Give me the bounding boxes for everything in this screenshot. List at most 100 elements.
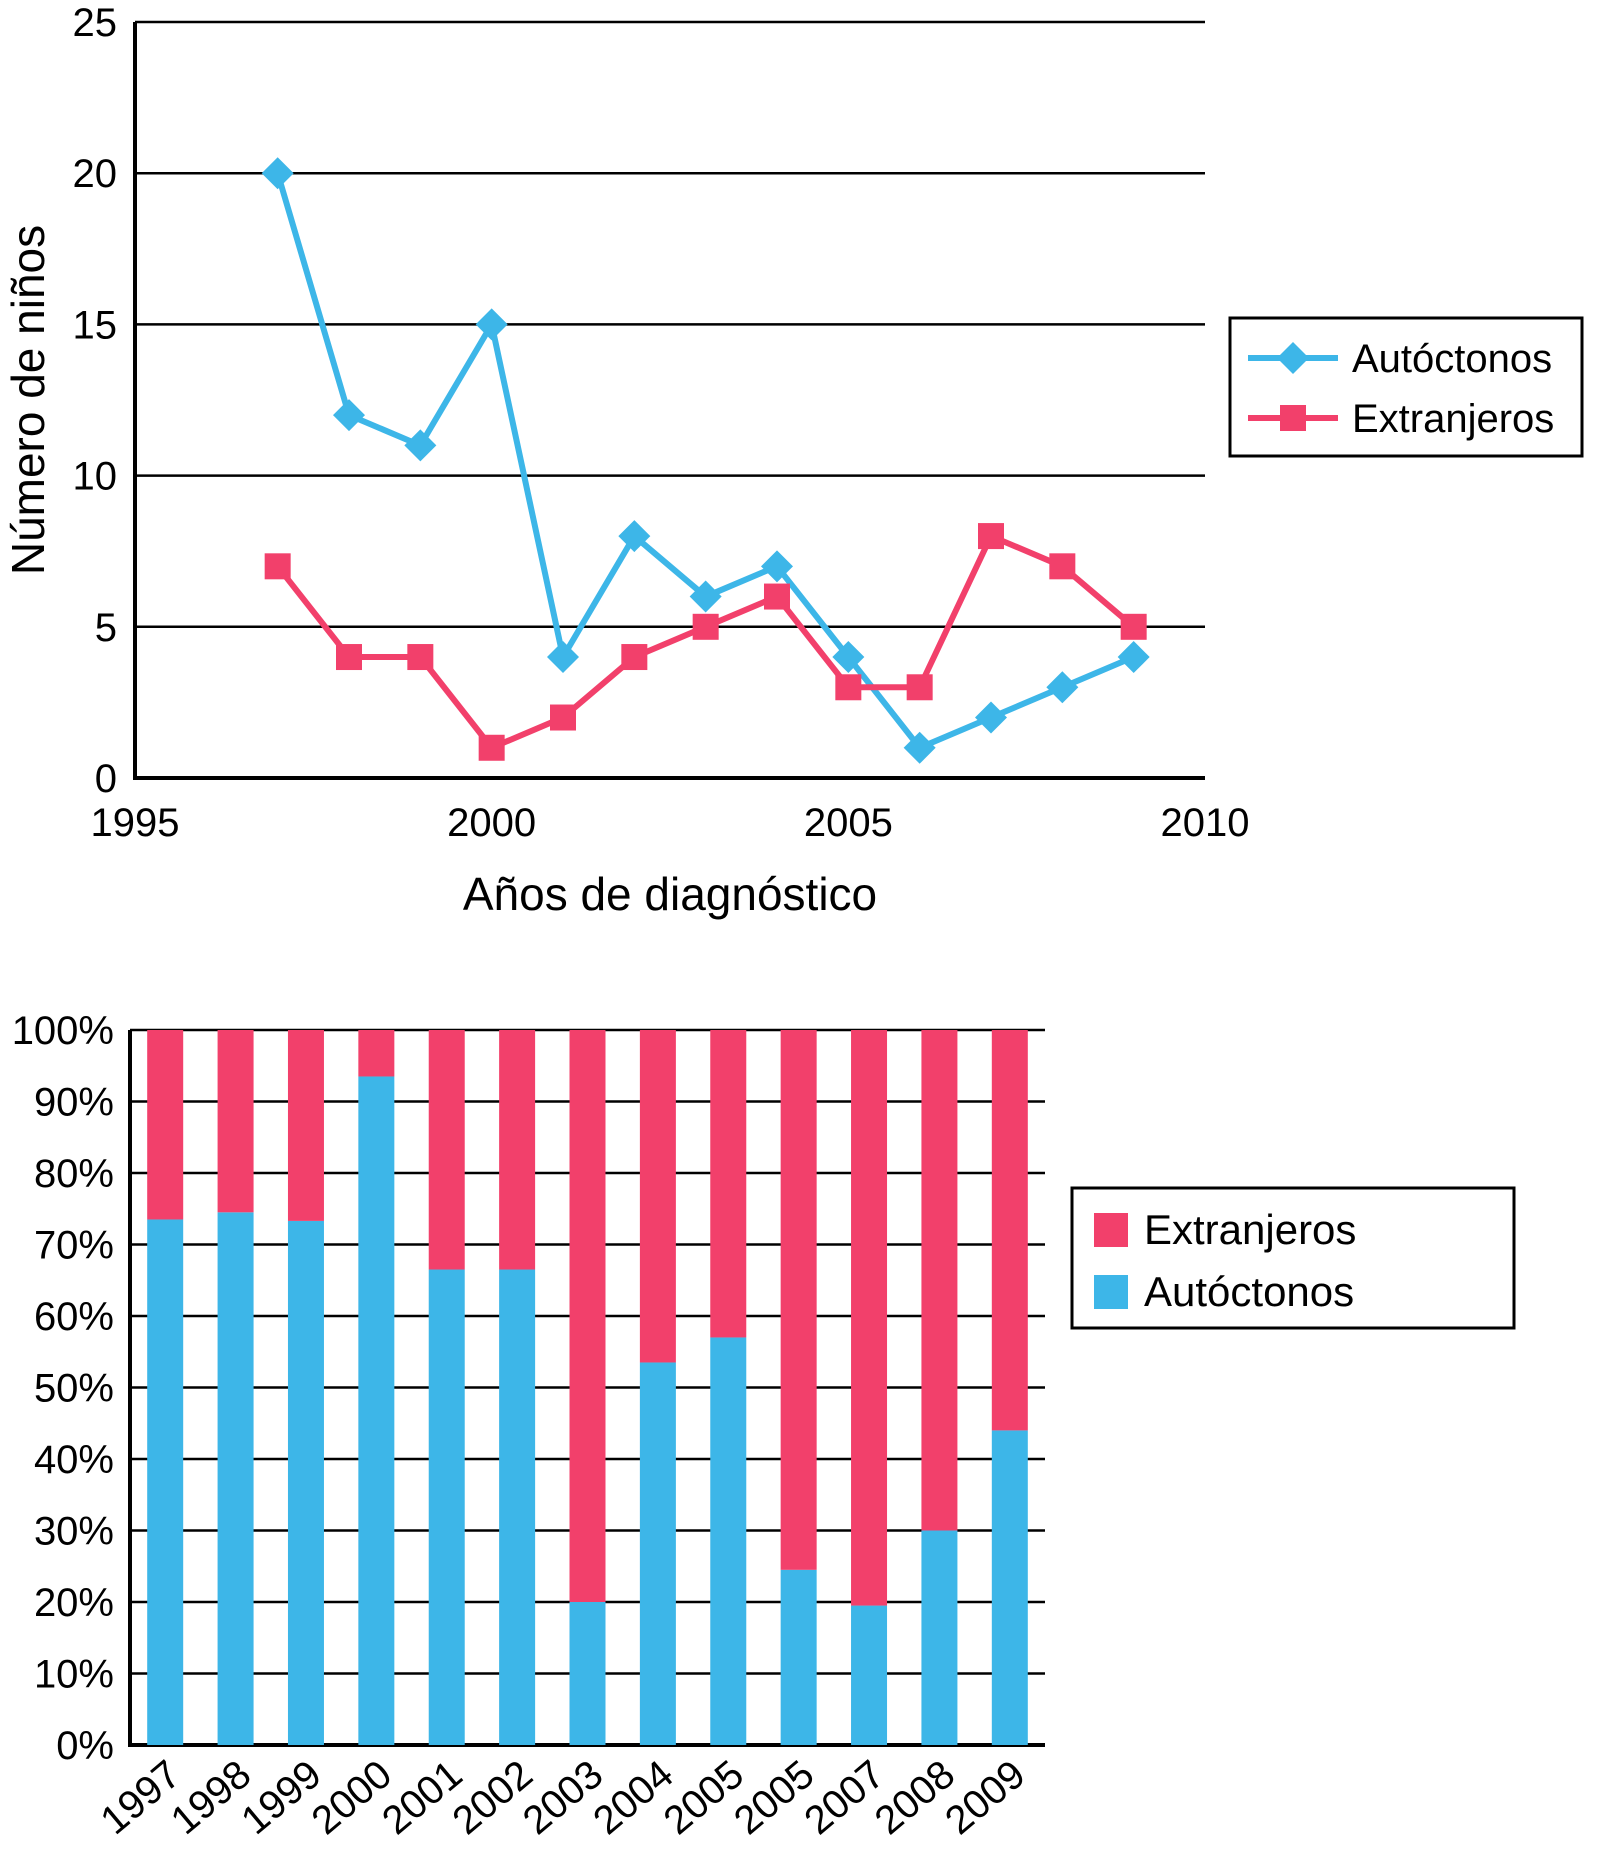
bar-segment-autoctonos xyxy=(851,1605,888,1745)
x-tick-label: 2005 xyxy=(804,801,893,845)
bar-segment-extranjeros xyxy=(851,1030,888,1606)
diamond-marker xyxy=(832,641,865,674)
x-tick-label: 2002 xyxy=(444,1752,540,1843)
bar-segment-extranjeros xyxy=(780,1030,817,1570)
legend-swatch-autoctonos xyxy=(1094,1275,1128,1309)
bar-segment-autoctonos xyxy=(358,1076,395,1745)
legend-label-extranjeros: Extranjeros xyxy=(1352,397,1554,441)
diamond-marker xyxy=(1046,671,1079,704)
diamond-marker xyxy=(689,580,722,613)
bar-segment-extranjeros xyxy=(147,1030,184,1220)
diamond-marker xyxy=(404,429,437,462)
bar-segment-extranjeros xyxy=(921,1030,958,1531)
legend-box xyxy=(1228,316,1584,458)
square-marker xyxy=(978,523,1004,550)
y-tick-label: 50% xyxy=(34,1367,114,1411)
x-tick-label: 1995 xyxy=(91,801,180,845)
y-tick-label: 20% xyxy=(34,1581,114,1625)
x-tick-label: 2010 xyxy=(1161,801,1250,845)
bar-segment-extranjeros xyxy=(569,1030,606,1602)
legend-label-autoctonos: Autóctonos xyxy=(1144,1268,1354,1315)
x-tick-label: 2000 xyxy=(447,801,536,845)
square-marker xyxy=(336,644,362,671)
square-marker xyxy=(1049,553,1076,580)
x-tick-label: 2001 xyxy=(374,1752,470,1843)
bar-segment-extranjeros xyxy=(287,1030,324,1221)
bar-segment-extranjeros xyxy=(428,1030,465,1270)
y-tick-label: 60% xyxy=(34,1295,114,1339)
bar-segment-autoctonos xyxy=(147,1219,184,1745)
line-chart: Número de niños Años de diagnóstico 0 5 10… xyxy=(2,1,1584,920)
bar-segment-autoctonos xyxy=(287,1220,324,1745)
y-tick-label: 30% xyxy=(34,1510,114,1554)
square-marker xyxy=(764,583,790,610)
diamond-marker xyxy=(261,157,294,190)
bar-segment-autoctonos xyxy=(217,1212,254,1745)
series-line-autoctonos xyxy=(274,170,1137,751)
bar-segment-autoctonos xyxy=(569,1602,606,1745)
diamond-marker xyxy=(618,520,651,553)
bar-segment-extranjeros xyxy=(358,1030,395,1077)
square-marker xyxy=(550,704,576,731)
diamond-marker xyxy=(547,641,579,674)
x-tick-label: 2003 xyxy=(515,1752,611,1843)
square-marker xyxy=(1280,405,1306,431)
y-tick-label: 5 xyxy=(95,606,117,650)
bar-segment-autoctonos xyxy=(710,1337,747,1745)
x-tick-label: 2008 xyxy=(867,1752,963,1843)
y-tick-label: 10 xyxy=(73,455,118,499)
y-tick-label: 90% xyxy=(34,1081,114,1125)
y-tick-label: 80% xyxy=(34,1152,114,1196)
bar-segment-extranjeros xyxy=(991,1030,1028,1431)
y-tick-label: 100% xyxy=(12,1009,114,1053)
x-tick-label: 2007 xyxy=(796,1752,892,1843)
y-axis-title: Número de niños xyxy=(2,225,54,575)
bar-segment-autoctonos xyxy=(921,1530,958,1745)
y-tick-label: 10% xyxy=(34,1653,114,1697)
bar-segment-extranjeros xyxy=(217,1030,254,1213)
x-tick-label: 2005 xyxy=(726,1752,822,1843)
legend-label-extranjeros: Extranjeros xyxy=(1144,1206,1356,1253)
bar-segment-autoctonos xyxy=(780,1569,817,1745)
diamond-marker xyxy=(475,308,508,341)
diamond-marker xyxy=(333,399,365,432)
diamond-marker xyxy=(761,550,793,583)
x-axis-title: Años de diagnóstico xyxy=(463,868,877,920)
stacked-bar-chart: 0%10%20%30%40%50%60%70%80%90%100%1997199… xyxy=(12,1009,1516,1843)
square-marker xyxy=(906,674,933,701)
square-marker xyxy=(407,644,434,671)
bar-segment-extranjeros xyxy=(499,1030,536,1270)
bar-segment-autoctonos xyxy=(639,1362,676,1745)
y-tick-label: 25 xyxy=(73,1,118,45)
x-tick-label: 2005 xyxy=(656,1752,752,1843)
diamond-marker xyxy=(1277,342,1309,374)
x-tick-label: 1999 xyxy=(233,1752,329,1843)
legend-swatch-extranjeros xyxy=(1094,1213,1128,1247)
square-marker xyxy=(1120,613,1147,640)
bar-segment-autoctonos xyxy=(499,1269,536,1745)
y-tick-label: 0% xyxy=(56,1724,114,1768)
x-tick-label: 2009 xyxy=(937,1752,1033,1843)
legend-box xyxy=(1070,1186,1516,1330)
bar-segment-extranjeros xyxy=(639,1030,676,1363)
bar-segment-autoctonos xyxy=(991,1430,1028,1745)
x-tick-label: 2004 xyxy=(585,1752,681,1843)
y-tick-label: 20 xyxy=(73,152,118,196)
x-tick-label: 2000 xyxy=(304,1752,400,1843)
square-marker xyxy=(692,613,719,640)
x-tick-label: 1998 xyxy=(163,1752,259,1843)
y-tick-label: 40% xyxy=(34,1438,114,1482)
y-tick-label: 70% xyxy=(34,1224,114,1268)
square-marker xyxy=(621,644,648,671)
legend-label-autoctonos: Autóctonos xyxy=(1352,337,1552,381)
diamond-marker xyxy=(1117,641,1150,674)
diamond-marker xyxy=(903,731,936,764)
y-tick-label: 15 xyxy=(73,303,118,347)
bar-segment-extranjeros xyxy=(710,1030,747,1338)
square-marker xyxy=(478,734,505,761)
y-tick-label: 0 xyxy=(95,757,117,801)
square-marker xyxy=(264,553,291,580)
diamond-marker xyxy=(975,701,1007,734)
bar-segment-autoctonos xyxy=(428,1269,465,1745)
